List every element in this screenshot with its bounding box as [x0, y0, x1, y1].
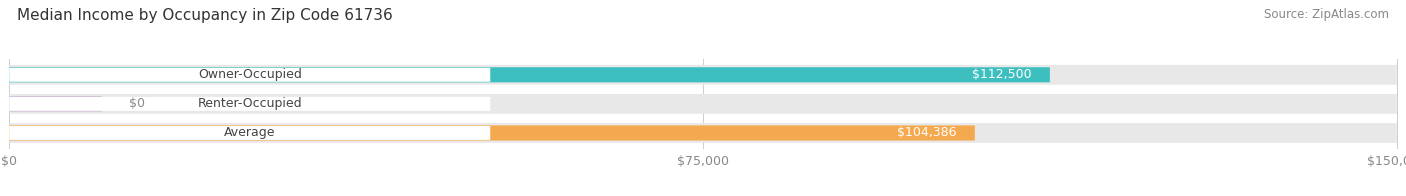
FancyBboxPatch shape [10, 67, 1050, 82]
Text: Renter-Occupied: Renter-Occupied [197, 97, 302, 110]
Text: $104,386: $104,386 [897, 126, 956, 140]
FancyBboxPatch shape [10, 94, 1396, 114]
FancyBboxPatch shape [10, 126, 491, 140]
Text: Median Income by Occupancy in Zip Code 61736: Median Income by Occupancy in Zip Code 6… [17, 8, 392, 23]
FancyBboxPatch shape [10, 123, 1396, 143]
FancyBboxPatch shape [10, 68, 491, 82]
Text: Average: Average [224, 126, 276, 140]
Text: $0: $0 [129, 97, 145, 110]
FancyBboxPatch shape [10, 125, 974, 141]
Text: $112,500: $112,500 [972, 68, 1032, 81]
Text: Owner-Occupied: Owner-Occupied [198, 68, 302, 81]
FancyBboxPatch shape [10, 65, 1396, 85]
FancyBboxPatch shape [10, 96, 101, 112]
FancyBboxPatch shape [10, 97, 491, 111]
Text: Source: ZipAtlas.com: Source: ZipAtlas.com [1264, 8, 1389, 21]
